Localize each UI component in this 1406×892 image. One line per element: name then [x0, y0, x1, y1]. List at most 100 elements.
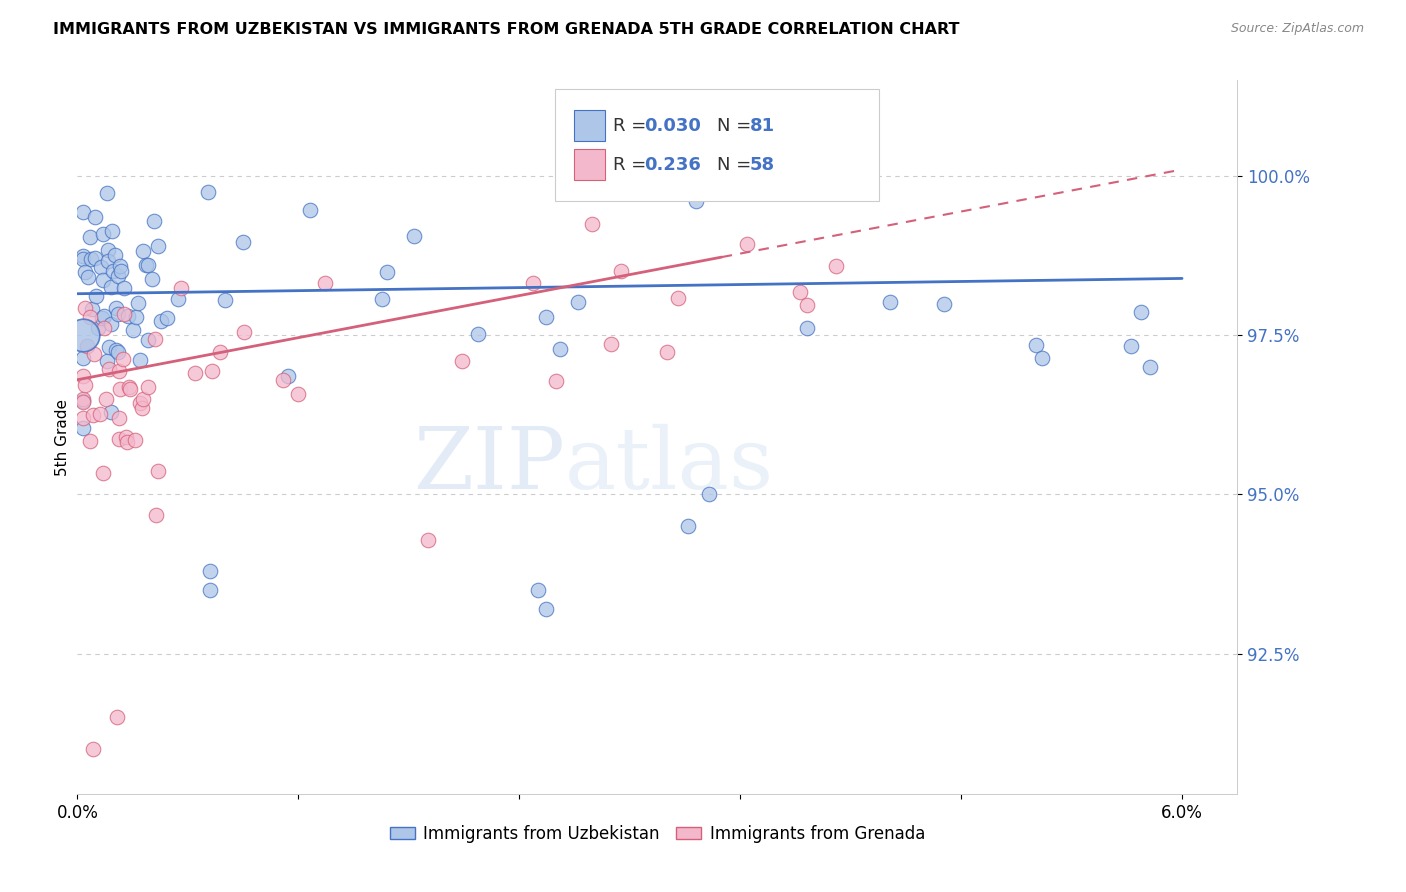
- Point: [79, 230, 101, 244]
- Point: [522, 277, 544, 291]
- Point: [796, 320, 818, 334]
- Point: [80, 302, 103, 317]
- Point: [72, 394, 94, 409]
- Text: 0.236: 0.236: [644, 156, 700, 174]
- Point: [90, 260, 112, 274]
- Point: [108, 411, 131, 425]
- Point: [655, 344, 678, 359]
- Point: [108, 383, 131, 397]
- Point: [82, 408, 104, 422]
- Point: [534, 602, 557, 616]
- Point: [107, 345, 129, 359]
- Point: [789, 285, 811, 300]
- Point: [96, 186, 118, 200]
- Point: [146, 464, 169, 478]
- Point: [198, 564, 221, 578]
- Point: [129, 352, 152, 367]
- Point: [72, 328, 94, 343]
- Point: [136, 380, 159, 394]
- Point: [91, 273, 114, 287]
- Point: [136, 333, 159, 347]
- Point: [371, 293, 394, 307]
- Point: [98, 340, 121, 354]
- Text: 58: 58: [749, 156, 775, 174]
- Point: [299, 203, 322, 218]
- Point: [79, 252, 101, 267]
- Point: [1025, 338, 1047, 352]
- Point: [796, 298, 818, 312]
- Point: [117, 310, 139, 324]
- Point: [156, 311, 179, 326]
- Point: [101, 264, 124, 278]
- Point: [100, 318, 122, 332]
- Text: atlas: atlas: [565, 424, 773, 508]
- Point: [107, 268, 129, 283]
- Point: [127, 296, 149, 310]
- Text: N =: N =: [717, 156, 756, 174]
- Point: [934, 297, 956, 311]
- Point: [112, 281, 135, 295]
- Point: [76, 339, 98, 353]
- Point: [91, 311, 114, 326]
- Point: [666, 291, 689, 305]
- Point: [108, 259, 131, 273]
- Point: [72, 394, 94, 409]
- Point: [115, 434, 138, 449]
- Point: [82, 742, 104, 756]
- Point: [567, 294, 589, 309]
- Text: 81: 81: [749, 117, 775, 135]
- Point: [450, 354, 472, 368]
- Point: [77, 270, 100, 285]
- Point: [97, 243, 120, 257]
- Point: [91, 227, 114, 241]
- Point: [548, 343, 571, 357]
- Point: [112, 307, 135, 321]
- Point: [287, 387, 309, 401]
- Point: [124, 434, 146, 448]
- Point: [1130, 304, 1153, 318]
- Point: [201, 364, 224, 378]
- Point: [114, 430, 136, 444]
- Text: 0.030: 0.030: [644, 117, 700, 135]
- Point: [93, 321, 115, 335]
- Point: [685, 194, 707, 208]
- Point: [104, 301, 127, 315]
- Point: [827, 169, 849, 183]
- Point: [72, 351, 94, 365]
- Point: [197, 185, 219, 199]
- Point: [72, 252, 94, 266]
- Point: [467, 327, 489, 342]
- Point: [120, 382, 142, 396]
- Point: [273, 373, 295, 387]
- Point: [148, 238, 170, 252]
- Point: [233, 325, 256, 339]
- Point: [609, 263, 631, 277]
- Point: [145, 508, 167, 523]
- Point: [214, 293, 236, 307]
- Point: [89, 407, 111, 421]
- Point: [277, 369, 299, 384]
- Point: [416, 533, 439, 548]
- Point: [100, 280, 122, 294]
- Point: [737, 236, 759, 251]
- Point: [83, 251, 105, 265]
- Point: [72, 369, 94, 384]
- Point: [135, 258, 157, 272]
- Point: [232, 235, 254, 249]
- Point: [1031, 351, 1053, 365]
- Point: [96, 354, 118, 368]
- Legend: Immigrants from Uzbekistan, Immigrants from Grenada: Immigrants from Uzbekistan, Immigrants f…: [382, 819, 932, 850]
- Y-axis label: 5th Grade: 5th Grade: [55, 399, 70, 475]
- Point: [149, 314, 172, 328]
- Point: [100, 405, 122, 419]
- Point: [79, 434, 101, 448]
- Point: [105, 710, 128, 724]
- Text: N =: N =: [717, 117, 756, 135]
- Point: [198, 582, 221, 597]
- Point: [84, 289, 107, 303]
- Point: [131, 401, 153, 415]
- Point: [91, 466, 114, 480]
- Point: [107, 433, 129, 447]
- Point: [534, 310, 557, 324]
- Point: [546, 375, 568, 389]
